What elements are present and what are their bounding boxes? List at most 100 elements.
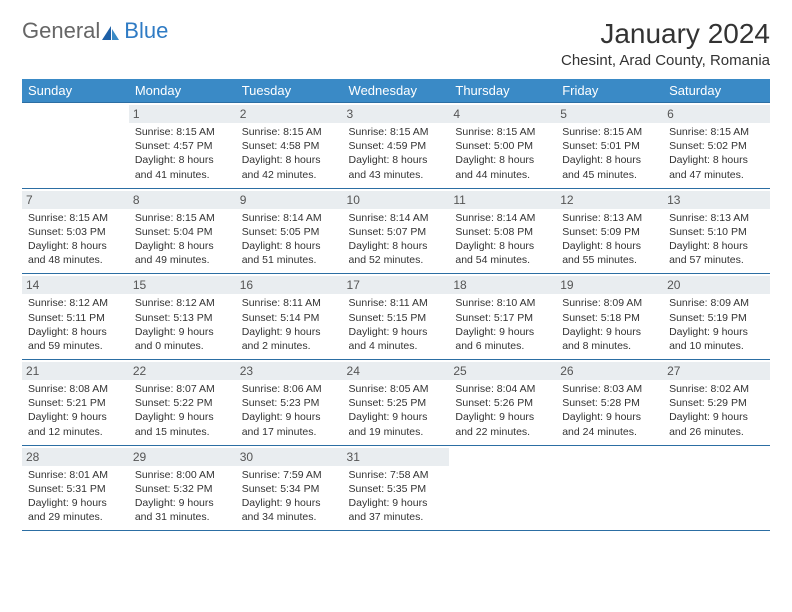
day-detail: Daylight: 9 hours (135, 325, 230, 339)
day-detail: Sunset: 5:22 PM (135, 396, 230, 410)
day-cell-td: 9Sunrise: 8:14 AMSunset: 5:05 PMDaylight… (236, 188, 343, 274)
day-number: 2 (236, 105, 343, 123)
day-number: 15 (129, 276, 236, 294)
day-cell: 28Sunrise: 8:01 AMSunset: 5:31 PMDayligh… (22, 446, 129, 531)
day-detail: Sunrise: 8:04 AM (455, 382, 550, 396)
day-detail: Sunset: 5:29 PM (669, 396, 764, 410)
day-number: 16 (236, 276, 343, 294)
day-detail: Sunrise: 8:01 AM (28, 468, 123, 482)
week-row: 14Sunrise: 8:12 AMSunset: 5:11 PMDayligh… (22, 274, 770, 360)
day-number: 30 (236, 448, 343, 466)
day-detail: Daylight: 9 hours (669, 325, 764, 339)
day-header: Saturday (663, 79, 770, 103)
day-detail: Sunrise: 8:03 AM (562, 382, 657, 396)
day-cell-td: 14Sunrise: 8:12 AMSunset: 5:11 PMDayligh… (22, 274, 129, 360)
day-detail: and 26 minutes. (669, 425, 764, 439)
day-number: 13 (663, 191, 770, 209)
week-row: 21Sunrise: 8:08 AMSunset: 5:21 PMDayligh… (22, 360, 770, 446)
day-detail: Sunrise: 8:15 AM (455, 125, 550, 139)
day-cell-td: 10Sunrise: 8:14 AMSunset: 5:07 PMDayligh… (343, 188, 450, 274)
day-header-row: Sunday Monday Tuesday Wednesday Thursday… (22, 79, 770, 103)
day-cell: 5Sunrise: 8:15 AMSunset: 5:01 PMDaylight… (556, 103, 663, 188)
day-detail: Sunrise: 8:12 AM (28, 296, 123, 310)
day-cell: 7Sunrise: 8:15 AMSunset: 5:03 PMDaylight… (22, 189, 129, 274)
day-cell-td: 19Sunrise: 8:09 AMSunset: 5:18 PMDayligh… (556, 274, 663, 360)
day-detail: Daylight: 9 hours (349, 496, 444, 510)
day-cell-td: 15Sunrise: 8:12 AMSunset: 5:13 PMDayligh… (129, 274, 236, 360)
day-cell-td: 12Sunrise: 8:13 AMSunset: 5:09 PMDayligh… (556, 188, 663, 274)
day-detail: Sunrise: 8:14 AM (455, 211, 550, 225)
day-cell-td: 7Sunrise: 8:15 AMSunset: 5:03 PMDaylight… (22, 188, 129, 274)
day-detail: Daylight: 9 hours (135, 410, 230, 424)
day-detail: Sunset: 4:57 PM (135, 139, 230, 153)
day-detail: Sunrise: 8:13 AM (669, 211, 764, 225)
day-cell-td: 27Sunrise: 8:02 AMSunset: 5:29 PMDayligh… (663, 360, 770, 446)
day-number: 1 (129, 105, 236, 123)
day-cell: 30Sunrise: 7:59 AMSunset: 5:34 PMDayligh… (236, 446, 343, 531)
day-cell-td (449, 445, 556, 531)
day-cell: 16Sunrise: 8:11 AMSunset: 5:14 PMDayligh… (236, 274, 343, 359)
day-detail: and 24 minutes. (562, 425, 657, 439)
day-number: 5 (556, 105, 663, 123)
day-detail: and 12 minutes. (28, 425, 123, 439)
logo: General Blue (22, 18, 168, 44)
day-detail: Sunset: 5:28 PM (562, 396, 657, 410)
day-cell-td (556, 445, 663, 531)
day-detail: and 31 minutes. (135, 510, 230, 524)
day-detail: Sunrise: 8:13 AM (562, 211, 657, 225)
day-cell-td: 18Sunrise: 8:10 AMSunset: 5:17 PMDayligh… (449, 274, 556, 360)
day-detail: Daylight: 8 hours (562, 239, 657, 253)
day-number: 18 (449, 276, 556, 294)
day-header: Wednesday (343, 79, 450, 103)
day-detail: Sunset: 5:34 PM (242, 482, 337, 496)
day-cell: 24Sunrise: 8:05 AMSunset: 5:25 PMDayligh… (343, 360, 450, 445)
day-number: 26 (556, 362, 663, 380)
day-number: 9 (236, 191, 343, 209)
day-number: 19 (556, 276, 663, 294)
day-number: 17 (343, 276, 450, 294)
day-detail: Sunset: 5:31 PM (28, 482, 123, 496)
day-detail: Daylight: 8 hours (135, 153, 230, 167)
day-detail: Sunset: 5:10 PM (669, 225, 764, 239)
week-row: 1 Sunrise: 8:15 AM Sunset: 4:57 PMDaylight… (22, 103, 770, 189)
day-detail: Sunrise: 8:14 AM (349, 211, 444, 225)
day-detail: and 47 minutes. (669, 168, 764, 182)
day-header: Friday (556, 79, 663, 103)
day-detail: Sunset: 5:00 PM (455, 139, 550, 153)
day-cell-td: 5Sunrise: 8:15 AMSunset: 5:01 PMDaylight… (556, 103, 663, 189)
day-cell: 27Sunrise: 8:02 AMSunset: 5:29 PMDayligh… (663, 360, 770, 445)
day-cell: 2Sunrise: 8:15 AMSunset: 4:58 PMDaylight… (236, 103, 343, 188)
day-detail: Sunrise: 7:59 AM (242, 468, 337, 482)
day-number: 23 (236, 362, 343, 380)
day-cell: 13Sunrise: 8:13 AMSunset: 5:10 PMDayligh… (663, 189, 770, 274)
day-cell: 8Sunrise: 8:15 AMSunset: 5:04 PMDaylight… (129, 189, 236, 274)
day-number: 12 (556, 191, 663, 209)
day-detail: and 15 minutes. (135, 425, 230, 439)
day-detail: Sunset: 5:14 PM (242, 311, 337, 325)
day-detail: Sunrise: 8:15 AM (28, 211, 123, 225)
day-detail: Sunset: 5:03 PM (28, 225, 123, 239)
day-detail: and 49 minutes. (135, 253, 230, 267)
empty-cell (22, 103, 129, 185)
day-detail: and 29 minutes. (28, 510, 123, 524)
day-detail: and 54 minutes. (455, 253, 550, 267)
day-detail: and 57 minutes. (669, 253, 764, 267)
day-detail: and 59 minutes. (28, 339, 123, 353)
day-header: Sunday (22, 79, 129, 103)
day-cell: 1Sunrise: 8:15 AMSunset: 4:57 PMDaylight… (129, 103, 236, 188)
day-cell: 14Sunrise: 8:12 AMSunset: 5:11 PMDayligh… (22, 274, 129, 359)
day-header: Monday (129, 79, 236, 103)
day-cell: 22Sunrise: 8:07 AMSunset: 5:22 PMDayligh… (129, 360, 236, 445)
week-row: 28Sunrise: 8:01 AMSunset: 5:31 PMDayligh… (22, 445, 770, 531)
day-cell-td: 23Sunrise: 8:06 AMSunset: 5:23 PMDayligh… (236, 360, 343, 446)
day-cell-td: 22Sunrise: 8:07 AMSunset: 5:22 PMDayligh… (129, 360, 236, 446)
day-detail: Sunset: 5:18 PM (562, 311, 657, 325)
day-detail: Sunrise: 8:11 AM (349, 296, 444, 310)
day-cell: 15Sunrise: 8:12 AMSunset: 5:13 PMDayligh… (129, 274, 236, 359)
day-detail: and 44 minutes. (455, 168, 550, 182)
calendar-table: Sunday Monday Tuesday Wednesday Thursday… (22, 79, 770, 531)
day-detail: Sunset: 5:25 PM (349, 396, 444, 410)
day-detail: Sunset: 5:02 PM (669, 139, 764, 153)
day-detail: and 48 minutes. (28, 253, 123, 267)
logo-text-general: General (22, 18, 100, 44)
